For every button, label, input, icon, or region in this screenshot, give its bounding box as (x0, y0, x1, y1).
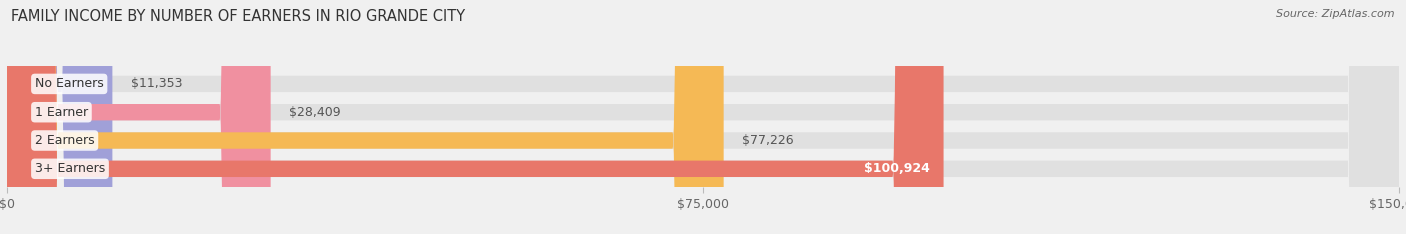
Text: Source: ZipAtlas.com: Source: ZipAtlas.com (1277, 9, 1395, 19)
Text: No Earners: No Earners (35, 77, 104, 90)
Text: 3+ Earners: 3+ Earners (35, 162, 105, 175)
FancyBboxPatch shape (7, 0, 270, 234)
FancyBboxPatch shape (7, 0, 943, 234)
Text: FAMILY INCOME BY NUMBER OF EARNERS IN RIO GRANDE CITY: FAMILY INCOME BY NUMBER OF EARNERS IN RI… (11, 9, 465, 24)
FancyBboxPatch shape (7, 0, 1399, 234)
Text: $100,924: $100,924 (863, 162, 929, 175)
FancyBboxPatch shape (7, 0, 112, 234)
FancyBboxPatch shape (7, 0, 1399, 234)
Text: $77,226: $77,226 (742, 134, 794, 147)
FancyBboxPatch shape (7, 0, 1399, 234)
Text: 2 Earners: 2 Earners (35, 134, 94, 147)
FancyBboxPatch shape (7, 0, 1399, 234)
Text: $11,353: $11,353 (131, 77, 183, 90)
Text: $28,409: $28,409 (290, 106, 340, 119)
FancyBboxPatch shape (7, 0, 724, 234)
Text: 1 Earner: 1 Earner (35, 106, 89, 119)
